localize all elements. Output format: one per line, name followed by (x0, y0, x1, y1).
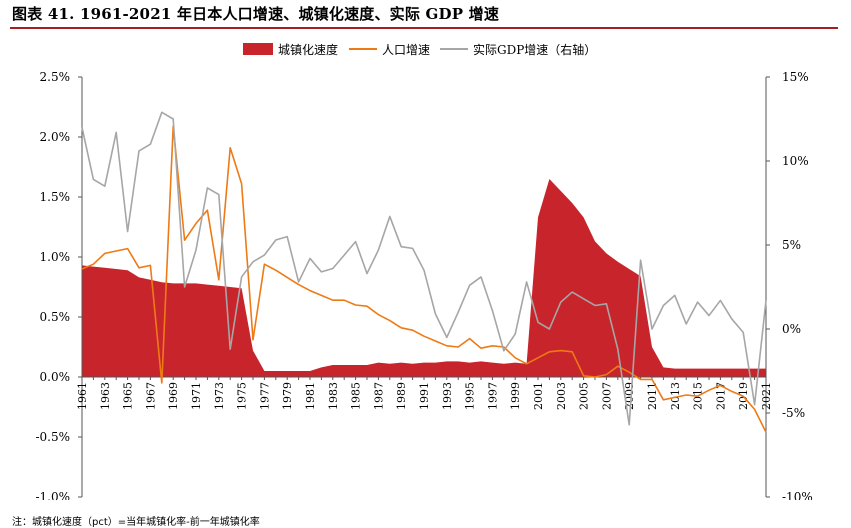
legend: 城镇化速度 人口增速 实际GDP增速（右轴） (243, 42, 596, 57)
x-tick-label: 2007 (600, 382, 613, 410)
x-tick-label: 1999 (509, 382, 522, 410)
x-tick-label: 1981 (304, 382, 317, 410)
y-left-tick-label: -1.0% (35, 490, 70, 500)
legend-label: 城镇化速度 (278, 42, 338, 57)
x-tick-label: 2017 (714, 382, 727, 410)
axes: -1.0% -0.5% 0.0% 0.5% 1.0% 1.5% 2.0% 2.5% -10% -5… (35, 70, 812, 500)
lines-layer (81, 111, 767, 433)
y-left-tick-label: -0.5% (35, 430, 70, 444)
chart: 城镇化速度 人口增速 实际GDP增速（右轴） -1.0% -0.5% 0.0% 0.5% 1… (35, 42, 812, 500)
y-right-tick-label: 15% (782, 70, 809, 84)
x-tick-label: 1977 (258, 382, 271, 410)
footnote: 注：城镇化速度（pct）=当年城镇化率-前一年城镇化率 (12, 517, 260, 528)
y-right-tick-label: 10% (782, 154, 809, 168)
legend-label: 实际GDP增速（右轴） (473, 42, 596, 57)
y-left-tick-label: 1.0% (40, 250, 71, 264)
y-right-tick-label: 0% (782, 322, 801, 336)
x-tick-label: 1971 (190, 382, 203, 410)
series-urbanization-area (82, 179, 766, 377)
x-tick-label: 1987 (372, 382, 385, 410)
title-rule (10, 27, 838, 29)
x-tick-label: 1983 (327, 382, 340, 410)
x-tick-label: 1997 (486, 382, 499, 410)
x-tick-label: 2011 (646, 382, 659, 410)
x-tick-label: 2013 (669, 382, 682, 410)
x-tick-label: 1967 (144, 382, 157, 410)
legend-swatch-urbanization (243, 43, 273, 55)
x-tick-label: 1963 (99, 382, 112, 410)
series-population-line (81, 125, 767, 433)
x-tick-label: 1989 (395, 382, 408, 410)
y-left-tick-label: 2.0% (40, 130, 71, 144)
chart-title: 图表 41. 1961-2021 年日本人口增速、城镇化速度、实际 GDP 增速 (12, 5, 500, 23)
x-tick-label: 1979 (281, 382, 294, 410)
y-right-tick-label: 5% (782, 238, 801, 252)
series-gdp-line (81, 111, 767, 426)
x-tick-label: 1961 (76, 382, 89, 410)
y-left-tick-label: 0.0% (40, 370, 71, 384)
x-tick-label: 2005 (578, 382, 591, 410)
y-left-tick-label: 0.5% (40, 310, 71, 324)
y-left-tick-label: 2.5% (40, 70, 71, 84)
x-tick-label: 1985 (350, 382, 363, 410)
x-tick-label: 2001 (532, 382, 545, 410)
y-right-tick-label: -5% (782, 406, 805, 420)
x-tick-label: 2021 (760, 382, 773, 410)
y-left-tick-label: 1.5% (40, 190, 71, 204)
x-tick-label: 1965 (122, 382, 135, 410)
y-right-tick-label: -10% (782, 490, 813, 500)
x-tick-label: 1991 (418, 382, 431, 410)
x-tick-label: 1969 (167, 382, 180, 410)
x-tick-label: 2003 (555, 382, 568, 410)
legend-label: 人口增速 (382, 43, 430, 57)
area-layer (82, 179, 766, 377)
x-tick-label: 1975 (236, 382, 249, 410)
x-tick-label: 1995 (464, 382, 477, 410)
x-tick-label: 1993 (441, 382, 454, 410)
x-tick-label: 1973 (213, 382, 226, 410)
